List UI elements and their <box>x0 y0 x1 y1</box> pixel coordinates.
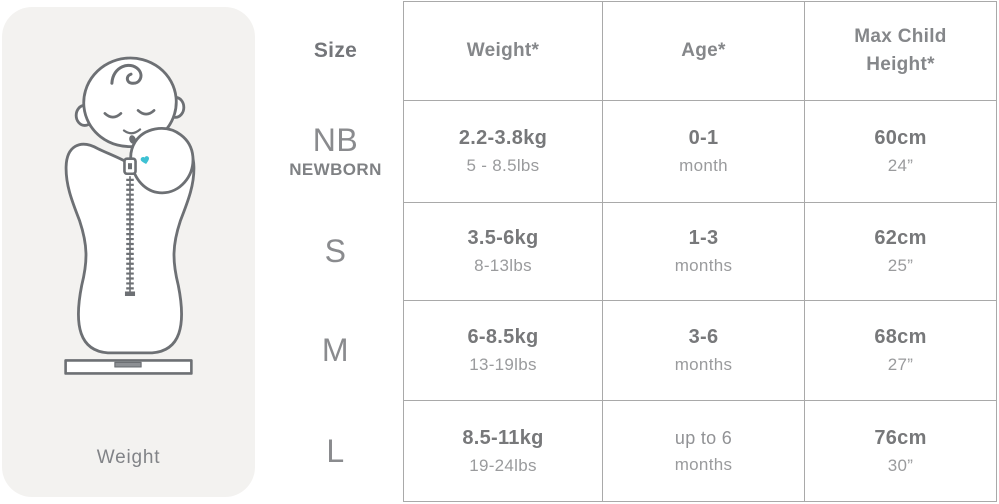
cell-nb-weight: 2.2-3.8kg 5 - 8.5lbs <box>404 100 602 202</box>
size-label-nb: NB NEWBORN <box>256 101 403 203</box>
size-label-l: L <box>256 401 403 503</box>
cell-m-weight: 6-8.5kg 13-19lbs <box>404 300 602 400</box>
cell-l-height: 76cm 30” <box>804 400 996 501</box>
hair-curl-icon <box>110 63 143 85</box>
cell-s-age: 1-3 months <box>602 202 804 300</box>
weight-lbs: 5 - 8.5lbs <box>466 156 540 175</box>
column-header-label: Max Child Height* <box>854 26 947 75</box>
baby-mouth <box>122 128 142 135</box>
swaddle-arm <box>129 127 195 195</box>
height-cm: 62cm <box>874 227 927 249</box>
baby-eye-right <box>136 109 156 116</box>
weight-lbs: 13-19lbs <box>469 355 537 374</box>
size-label-m: M <box>256 301 403 401</box>
height-cm: 76cm <box>874 426 927 449</box>
cell-l-age: up to 6 months <box>602 400 804 501</box>
age-unit: month <box>679 156 728 175</box>
weight-lbs: 8-13lbs <box>474 256 532 275</box>
age-unit: months <box>674 256 733 275</box>
age-range: 0-1 <box>688 127 719 149</box>
weight-kg: 2.2-3.8kg <box>458 127 548 149</box>
header-max-child-height: Max Child Height* <box>804 2 996 100</box>
size-header-label: Size <box>313 38 358 62</box>
column-header-label: Weight* <box>466 40 540 62</box>
size-column-header: Size <box>256 0 403 101</box>
cell-m-age: 3-6 months <box>602 300 804 400</box>
age-unit: months <box>674 355 733 374</box>
zipper-icon <box>123 157 137 297</box>
height-in: 30” <box>887 455 914 475</box>
weight-kg: 8.5-11kg <box>462 426 544 449</box>
height-in: 25” <box>887 256 914 275</box>
age-range: up to 6 <box>674 427 733 448</box>
cell-s-weight: 3.5-6kg 8-13lbs <box>404 202 602 300</box>
size-code: L <box>326 433 345 470</box>
size-code: S <box>324 233 347 270</box>
weight-kg: 6-8.5kg <box>467 326 539 348</box>
height-in: 24” <box>887 156 914 175</box>
cell-nb-age: 0-1 month <box>602 100 804 202</box>
size-code: NB <box>312 122 359 159</box>
size-subtitle: NEWBORN <box>289 159 382 179</box>
scale-icon <box>64 359 193 375</box>
baby-eye-left <box>103 112 123 119</box>
cell-nb-height: 60cm 24” <box>804 100 996 202</box>
cell-l-weight: 8.5-11kg 19-24lbs <box>404 400 602 501</box>
size-code: M <box>321 332 350 369</box>
weight-illustration-panel: Weight <box>2 7 255 497</box>
height-cm: 60cm <box>874 127 927 149</box>
cell-m-height: 68cm 27” <box>804 300 996 400</box>
age-unit: months <box>674 454 733 474</box>
header-weight: Weight* <box>404 2 602 100</box>
size-label-column: Size NB NEWBORN S M L <box>256 0 403 504</box>
header-age: Age* <box>602 2 804 100</box>
weight-kg: 3.5-6kg <box>467 227 539 249</box>
size-table: Weight* Age* Max Child Height* 2.2-3.8kg… <box>403 1 997 502</box>
age-range: 3-6 <box>688 326 719 348</box>
weight-lbs: 19-24lbs <box>469 455 537 475</box>
cell-s-height: 62cm 25” <box>804 202 996 300</box>
panel-caption: Weight <box>96 447 161 468</box>
heart-icon <box>140 156 150 165</box>
swaddled-baby-on-scale-illustration <box>64 56 196 375</box>
height-in: 27” <box>887 355 914 374</box>
size-label-s: S <box>256 203 403 301</box>
height-cm: 68cm <box>874 326 927 348</box>
column-header-label: Age* <box>681 40 726 62</box>
age-range: 1-3 <box>688 227 719 249</box>
